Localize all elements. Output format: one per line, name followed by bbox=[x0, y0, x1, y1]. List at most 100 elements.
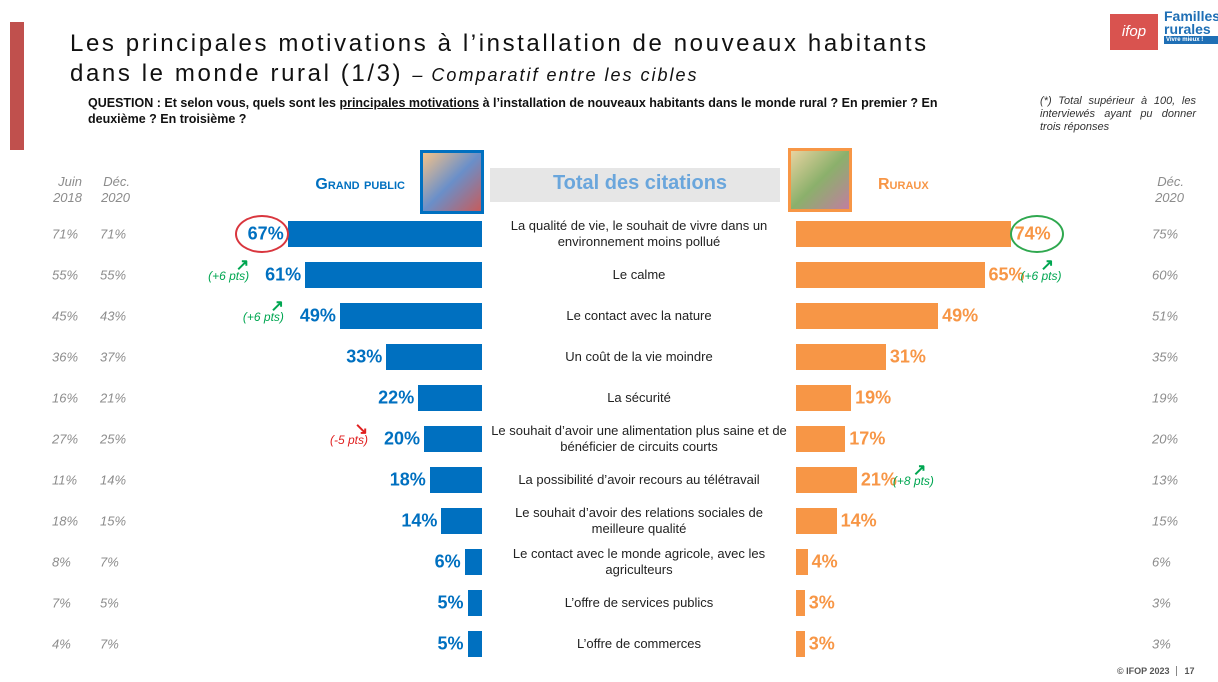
change-label: (+8 pts) bbox=[892, 474, 934, 488]
bar bbox=[305, 262, 482, 288]
series-name: Grand public bbox=[315, 176, 405, 193]
value-label: 18% bbox=[389, 469, 426, 490]
change-label: (-5 pts) bbox=[329, 433, 368, 447]
history-value: 35% bbox=[1152, 349, 1179, 365]
history-value: 60% bbox=[1152, 267, 1179, 283]
bar bbox=[796, 549, 808, 575]
bar bbox=[287, 221, 482, 247]
value-label: 3% bbox=[808, 592, 835, 613]
history-value: 36% bbox=[52, 349, 79, 365]
value-label: 49% bbox=[299, 305, 336, 326]
question-emphasis: principales motivations bbox=[339, 96, 480, 110]
bar bbox=[796, 385, 852, 411]
category-label: L’offre de commerces bbox=[576, 636, 702, 651]
history-value: 14% bbox=[100, 472, 127, 488]
icon-ruraux bbox=[788, 148, 852, 212]
value-label: 33% bbox=[346, 346, 383, 367]
value-label: 4% bbox=[811, 551, 838, 572]
history-value: 71% bbox=[100, 226, 127, 242]
history-value: 3% bbox=[1152, 595, 1171, 611]
bar bbox=[441, 508, 482, 534]
logo-brand: rurales bbox=[1164, 21, 1211, 37]
category-label: Le contact avec la nature bbox=[566, 308, 712, 323]
history-value: 37% bbox=[100, 349, 127, 365]
category-label: Le calme bbox=[612, 267, 666, 282]
bar bbox=[796, 303, 939, 329]
category-label: La qualité de vie, le souhait de vivre d… bbox=[510, 218, 768, 249]
history-value: 11% bbox=[52, 472, 78, 488]
history-value: 7% bbox=[100, 636, 119, 652]
question: QUESTION : Et selon vous, quels sont les bbox=[88, 96, 336, 110]
history-value: 19% bbox=[1152, 390, 1179, 406]
history-header: Déc. 2020 bbox=[1155, 174, 1184, 205]
history-value: 5% bbox=[100, 595, 119, 611]
category-label: Un coût de la vie moindre bbox=[565, 349, 713, 364]
history-value: 6% bbox=[1152, 554, 1171, 570]
center-band bbox=[490, 168, 780, 202]
title: Les principales motivations à l’installa… bbox=[70, 30, 929, 57]
history-value: 8% bbox=[52, 554, 71, 570]
bar bbox=[796, 262, 985, 288]
category-label: Le contact avec le monde agricole, avec … bbox=[512, 546, 766, 577]
value-label: 22% bbox=[378, 387, 415, 408]
icon-grand-public bbox=[420, 150, 484, 214]
title: dans le monde rural (1/3) – Comparatif e… bbox=[70, 60, 699, 88]
history-value: 7% bbox=[100, 554, 119, 570]
history-value: 3% bbox=[1152, 636, 1171, 652]
category-label: L’offre de services publics bbox=[564, 595, 714, 610]
history-value: 15% bbox=[100, 513, 127, 529]
history-header: Juin 2018 bbox=[53, 174, 82, 205]
change-label: (+6 pts) bbox=[1020, 269, 1062, 283]
value-label: 3% bbox=[808, 633, 835, 654]
value-label: 20% bbox=[383, 428, 420, 449]
highlight-circle bbox=[1009, 215, 1064, 253]
logo-brand: Familles bbox=[1164, 8, 1218, 24]
bar bbox=[796, 590, 805, 616]
history-value: 25% bbox=[100, 431, 127, 447]
history-value: 16% bbox=[52, 390, 79, 406]
value-label: 14% bbox=[401, 510, 438, 531]
logo-tagline: Vivre mieux ! bbox=[1164, 36, 1218, 44]
bar bbox=[464, 549, 482, 575]
logo-brand: Familles rurales Vivre mieux ! bbox=[1164, 8, 1218, 44]
history-header: Déc. 2020 bbox=[101, 174, 130, 205]
value-label: 49% bbox=[942, 305, 979, 326]
value-label: 65% bbox=[988, 264, 1025, 285]
value-label: 5% bbox=[437, 592, 464, 613]
question: QUESTION : Et selon vous, quels sont les… bbox=[88, 95, 988, 127]
category-label: La sécurité bbox=[607, 390, 671, 405]
history-value: 75% bbox=[1152, 226, 1179, 242]
change-label: (+6 pts) bbox=[242, 310, 284, 324]
center-title: Total des citations bbox=[552, 172, 728, 194]
subtitle: – Comparatif entre les cibles bbox=[412, 65, 699, 85]
value-label: 31% bbox=[889, 346, 926, 367]
bar bbox=[796, 344, 886, 370]
title: dans le monde rural (1/3) bbox=[70, 60, 404, 87]
accent-bar bbox=[10, 22, 24, 150]
series-name: Ruraux bbox=[878, 176, 929, 193]
history-value: 21% bbox=[100, 390, 127, 406]
question: à l’installation de nouveaux habitants d… bbox=[88, 96, 938, 126]
page-number: 17 bbox=[1175, 666, 1195, 676]
history-value: 18% bbox=[52, 513, 79, 529]
history-value: 7% bbox=[52, 595, 71, 611]
value-label: 6% bbox=[434, 551, 461, 572]
history-value: 4% bbox=[52, 636, 71, 652]
history-value: 13% bbox=[1152, 472, 1179, 488]
bar bbox=[386, 344, 482, 370]
history-value: 71% bbox=[52, 226, 79, 242]
history-value: 27% bbox=[52, 431, 79, 447]
history-value: 55% bbox=[52, 267, 79, 283]
category-label: La possibilité d’avoir recours au télétr… bbox=[518, 472, 760, 487]
value-label: 17% bbox=[849, 428, 886, 449]
change-arrow: ↗ bbox=[235, 257, 250, 274]
history-value: 43% bbox=[100, 308, 127, 324]
value-label: 61% bbox=[265, 264, 302, 285]
history-value: 15% bbox=[1152, 513, 1179, 529]
note: (*) Total supérieur à 100, les interview… bbox=[1040, 95, 1196, 133]
bar bbox=[796, 221, 1011, 247]
change-label: (+6 pts) bbox=[208, 269, 250, 283]
category-label: Le souhait d’avoir des relations sociale… bbox=[515, 505, 763, 536]
value-label: 14% bbox=[840, 510, 877, 531]
